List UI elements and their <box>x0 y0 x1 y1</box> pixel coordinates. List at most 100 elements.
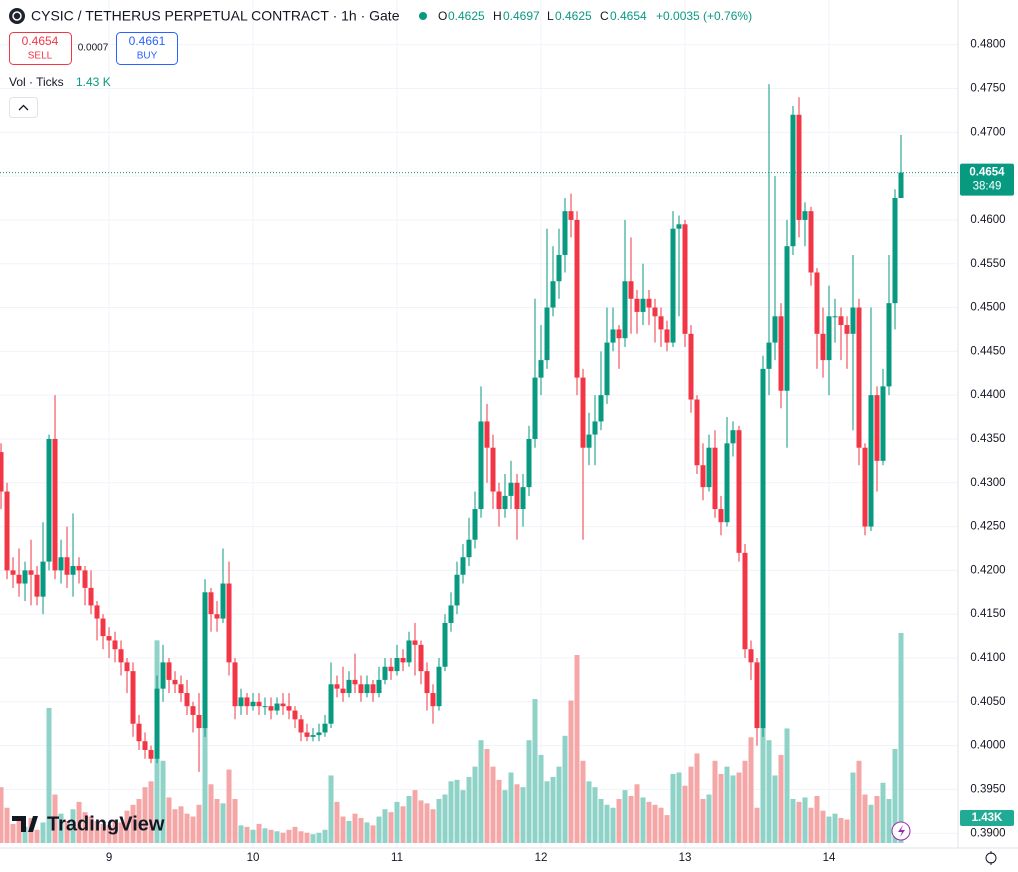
volume-bar <box>874 796 880 843</box>
volume-bar <box>586 781 592 843</box>
candle-body <box>328 684 334 724</box>
candle-body <box>130 671 136 724</box>
candle-body <box>292 710 298 720</box>
candle-body <box>820 333 826 361</box>
volume-bar <box>688 766 694 843</box>
ohlc-l: 0.4625 <box>555 9 592 23</box>
volume-bar <box>682 785 688 843</box>
y-tick-label: 0.4000 <box>970 740 1005 752</box>
y-tick-label: 0.4150 <box>970 608 1005 620</box>
volume-bar <box>568 700 574 843</box>
logo-text: TradingView <box>47 813 165 835</box>
y-tick-label: 0.4250 <box>970 521 1005 533</box>
candle-body <box>316 732 322 736</box>
volume-bar <box>784 728 790 843</box>
volume-bar <box>328 775 334 843</box>
candle-body <box>274 703 280 711</box>
volume-bar <box>880 782 886 843</box>
volume-bar <box>310 834 316 843</box>
lightning-icon <box>898 825 905 837</box>
tags: 0.4654 38:49 1.43K <box>0 163 1014 826</box>
y-tick-label: 0.4450 <box>970 345 1005 357</box>
buy-price: 0.4661 <box>129 34 166 48</box>
candle-body <box>46 438 52 562</box>
price-tag-countdown: 38:49 <box>973 181 1002 193</box>
candle-body <box>724 443 730 523</box>
volume-bar <box>478 740 484 843</box>
candle-body <box>544 307 550 361</box>
volume-bar <box>406 796 412 843</box>
candle-body <box>352 679 358 685</box>
volume-bar <box>616 798 622 843</box>
volume-bar <box>772 775 778 843</box>
volume-bar <box>346 820 352 843</box>
volume-bar <box>64 820 70 843</box>
volume-bar <box>484 749 490 843</box>
candle-body <box>136 723 142 742</box>
y-tick-label: 0.4050 <box>970 696 1005 708</box>
candle-body <box>754 662 760 729</box>
candle-body <box>370 684 376 694</box>
candle-body <box>262 706 268 708</box>
volume-bar <box>166 797 172 843</box>
sell-label: SELL <box>28 51 53 62</box>
candle-body <box>154 688 160 759</box>
candle-body <box>472 509 478 540</box>
candle-body <box>496 491 502 510</box>
volume-bar <box>574 655 580 843</box>
ohlc-h: 0.4697 <box>503 9 540 23</box>
volume-bar <box>88 816 94 843</box>
market-status <box>419 12 427 20</box>
sell-button[interactable] <box>9 32 72 65</box>
candle-body <box>892 198 898 304</box>
candle-body <box>466 539 472 558</box>
candle-body <box>238 697 244 707</box>
candle-body <box>376 679 382 694</box>
volume-bar <box>766 740 772 843</box>
candle-body <box>424 671 430 694</box>
volume-bar <box>40 822 46 843</box>
volume-bar <box>700 798 706 843</box>
candle-body <box>298 719 304 733</box>
volume-bar <box>4 807 10 843</box>
volume-bar <box>34 829 40 843</box>
candle-body <box>850 307 856 334</box>
volume-bar <box>802 797 808 843</box>
candle-body <box>808 211 814 273</box>
candle-body <box>364 684 370 694</box>
volume-bar <box>838 818 844 843</box>
volume-bar <box>340 816 346 843</box>
volume-bar <box>454 779 460 843</box>
y-tick-label: 0.4350 <box>970 433 1005 445</box>
sell-price: 0.4654 <box>22 34 59 48</box>
x-tick-label: 11 <box>391 852 403 864</box>
volume-bar <box>820 810 826 843</box>
volume-bar <box>640 797 646 843</box>
candle-body <box>886 303 892 387</box>
volume-bar <box>646 801 652 843</box>
y-tick-label: 0.4400 <box>970 389 1005 401</box>
collapse-button[interactable] <box>9 97 38 118</box>
grid <box>0 0 958 848</box>
volume-bar <box>508 772 514 843</box>
volume-bar <box>634 784 640 843</box>
candle-body <box>676 224 682 229</box>
candle-body <box>760 368 766 729</box>
volume-bar <box>430 809 436 843</box>
candle-body <box>874 395 880 461</box>
ohlc-o: 0.4625 <box>448 9 485 23</box>
volume-bar <box>352 813 358 843</box>
ohlc-o-label: O <box>438 9 447 23</box>
candle-body <box>142 741 148 750</box>
settings-icon[interactable] <box>985 851 997 865</box>
volume-bar <box>448 781 454 843</box>
volume-bar <box>250 829 256 843</box>
volume-bar <box>598 798 604 843</box>
buy-button[interactable] <box>116 32 178 65</box>
candle-body <box>670 228 676 343</box>
candle-body <box>394 657 400 672</box>
candle-body <box>490 447 496 492</box>
volume-bar <box>244 826 250 843</box>
spread: 0.0007 <box>78 43 109 54</box>
candle-body <box>190 706 196 715</box>
